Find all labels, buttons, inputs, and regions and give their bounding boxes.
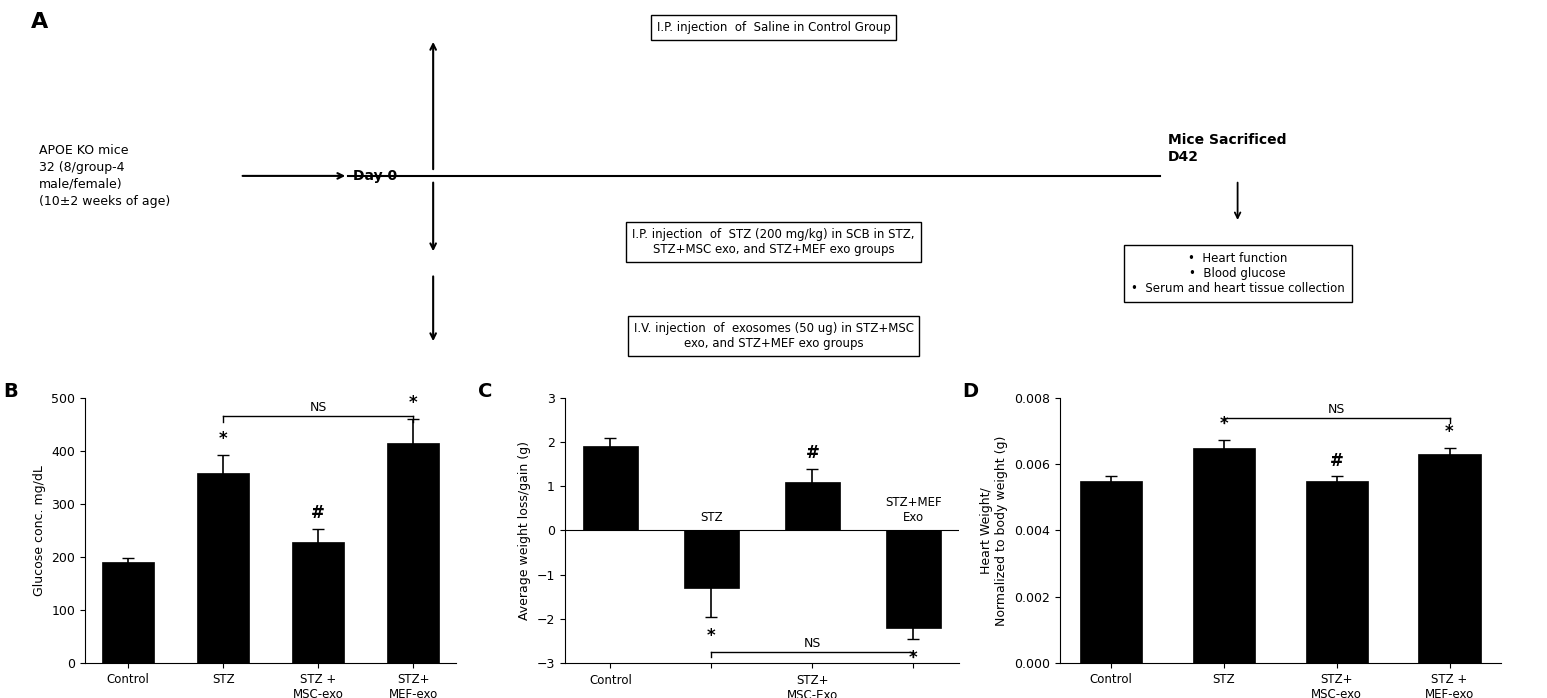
Text: *: * (218, 430, 227, 448)
Text: #: # (806, 444, 820, 462)
Bar (1419, 454, 1480, 663)
Text: NS: NS (804, 637, 821, 650)
Text: #: # (1330, 452, 1343, 470)
Text: #: # (311, 504, 325, 522)
Bar (102, 563, 155, 663)
Text: NS: NS (309, 401, 326, 415)
Text: *: * (1219, 415, 1228, 433)
Text: *: * (707, 628, 716, 645)
Text: *: * (408, 394, 418, 413)
Text: STZ+MEF
Exo: STZ+MEF Exo (885, 496, 942, 524)
Text: A: A (31, 12, 48, 31)
Text: C: C (478, 382, 492, 401)
Text: I.V. injection  of  exosomes (50 ug) in STZ+MSC
exo, and STZ+MEF exo groups: I.V. injection of exosomes (50 ug) in ST… (634, 322, 913, 350)
Text: I.P. injection  of  STZ (200 mg/kg) in SCB in STZ,
STZ+MSC exo, and STZ+MEF exo : I.P. injection of STZ (200 mg/kg) in SCB… (633, 228, 914, 256)
Text: I.P. injection  of  Saline in Control Group: I.P. injection of Saline in Control Grou… (656, 21, 891, 34)
Text: B: B (3, 382, 19, 401)
Bar (1193, 448, 1255, 663)
Text: Day 0: Day 0 (353, 169, 398, 183)
Bar (885, 530, 941, 628)
Bar (196, 473, 249, 663)
Text: Mice Sacrificed
D42: Mice Sacrificed D42 (1168, 133, 1287, 163)
Text: STZ: STZ (701, 511, 722, 524)
Bar (784, 482, 840, 530)
Text: *: * (1445, 423, 1454, 441)
Text: •  Heart function
•  Blood glucose
•  Serum and heart tissue collection: • Heart function • Blood glucose • Serum… (1131, 252, 1344, 295)
Text: *: * (910, 649, 917, 667)
Text: NS: NS (1327, 403, 1346, 415)
Text: APOE KO mice
32 (8/group-4
male/female)
(10±2 weeks of age): APOE KO mice 32 (8/group-4 male/female) … (39, 144, 170, 208)
Text: D: D (962, 382, 979, 401)
Y-axis label: Glucose conc. mg/dL: Glucose conc. mg/dL (32, 465, 46, 596)
Bar (684, 530, 739, 588)
Bar (387, 443, 439, 663)
Text: STZ+
MSC-Exo: STZ+ MSC-Exo (787, 674, 838, 698)
Text: Control: Control (589, 674, 631, 687)
Bar (1306, 482, 1368, 663)
Bar (292, 542, 345, 663)
Y-axis label: Average weight loss/gain (g): Average weight loss/gain (g) (518, 441, 531, 620)
Bar (583, 447, 639, 530)
Y-axis label: Heart Weight/
Normalized to body weight (g): Heart Weight/ Normalized to body weight … (981, 436, 1009, 625)
Bar (1080, 482, 1142, 663)
